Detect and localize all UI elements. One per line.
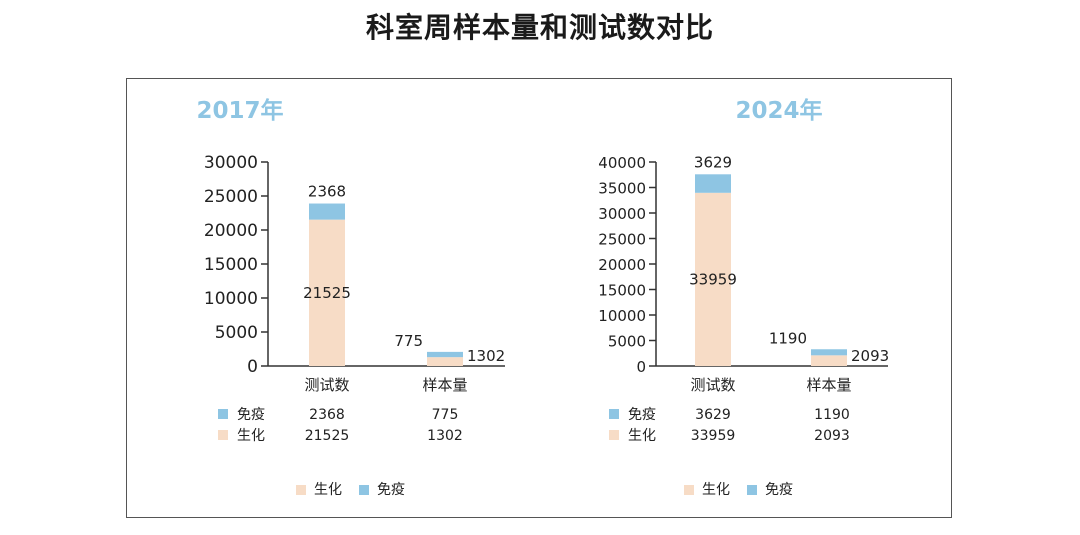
y-tick-label: 5000 <box>215 323 258 343</box>
chart-2017: 2017年 0 5000 10000 15000 20000 25000 30000 2368 2… <box>196 97 505 498</box>
bar-shenghua-samples <box>427 357 463 366</box>
table-cell: 21525 <box>305 428 350 444</box>
table-cell: 775 <box>432 407 459 423</box>
bar-shenghua-tests <box>309 219 345 366</box>
legend-label: 生化 <box>702 482 730 498</box>
y-tick-label: 20000 <box>204 221 258 241</box>
table-cell: 2093 <box>814 428 850 444</box>
data-label-shenghua: 2093 <box>851 347 889 365</box>
bar-mianyi-tests <box>695 174 731 193</box>
y-tick-label: 10000 <box>204 289 258 309</box>
y-tick-label: 25000 <box>204 187 258 207</box>
table-row-label: 生化 <box>628 428 656 444</box>
y-tick-label: 15000 <box>598 282 646 300</box>
y-tick-label: 35000 <box>598 180 646 198</box>
bar-mianyi-samples <box>427 351 463 358</box>
table-cell: 33959 <box>691 428 736 444</box>
table-cell: 1190 <box>814 407 850 423</box>
y-tick-label: 30000 <box>598 205 646 223</box>
table-legend-swatch <box>218 409 228 419</box>
data-label-mianyi: 1190 <box>769 329 807 347</box>
data-label-shenghua: 21525 <box>303 284 351 302</box>
bar-shenghua-samples <box>811 355 847 366</box>
chart-frame <box>126 78 952 518</box>
x-tick-label: 样本量 <box>806 376 851 394</box>
y-tick-label: 25000 <box>598 231 646 249</box>
data-label-shenghua: 1302 <box>467 347 505 365</box>
chart-title: 2017年 <box>196 97 283 124</box>
x-tick-label: 测试数 <box>690 376 735 394</box>
table-legend-swatch <box>609 409 619 419</box>
bar-mianyi-samples <box>811 349 847 356</box>
data-label-mianyi: 3629 <box>694 153 732 171</box>
legend-label: 免疫 <box>377 482 405 498</box>
legend-label: 免疫 <box>765 482 793 498</box>
legend-swatch <box>684 485 694 495</box>
table-row-label: 生化 <box>237 428 265 444</box>
data-label-shenghua: 33959 <box>689 270 737 288</box>
y-tick-label: 15000 <box>204 255 258 275</box>
y-tick-label: 0 <box>247 357 258 377</box>
legend-swatch <box>296 485 306 495</box>
legend-swatch <box>359 485 369 495</box>
legend-swatch <box>747 485 757 495</box>
table-legend-swatch <box>218 430 228 440</box>
table-row-label: 免疫 <box>628 407 656 423</box>
y-tick-label: 0 <box>636 358 646 376</box>
bar-mianyi-tests <box>309 203 345 220</box>
legend-label: 生化 <box>314 482 342 498</box>
table-cell: 2368 <box>309 407 345 423</box>
data-label-mianyi: 775 <box>394 332 423 350</box>
y-tick-label: 40000 <box>598 154 646 172</box>
table-legend-swatch <box>609 430 619 440</box>
page-title: 科室周样本量和测试数对比 <box>365 11 714 44</box>
y-tick-label: 30000 <box>204 153 258 173</box>
y-tick-label: 5000 <box>608 333 646 351</box>
chart-title: 2024年 <box>735 97 822 124</box>
y-tick-label: 10000 <box>598 307 646 325</box>
y-tick-label: 20000 <box>598 256 646 274</box>
data-label-mianyi: 2368 <box>308 183 346 201</box>
bar-shenghua-tests <box>695 192 731 366</box>
table-cell: 1302 <box>427 428 463 444</box>
x-tick-label: 测试数 <box>304 376 349 394</box>
table-cell: 3629 <box>695 407 731 423</box>
table-row-label: 免疫 <box>237 407 265 423</box>
chart-2024: 2024年 0 5000 10000 15000 20000 25000 30000 35000… <box>598 97 889 498</box>
x-tick-label: 样本量 <box>422 376 467 394</box>
